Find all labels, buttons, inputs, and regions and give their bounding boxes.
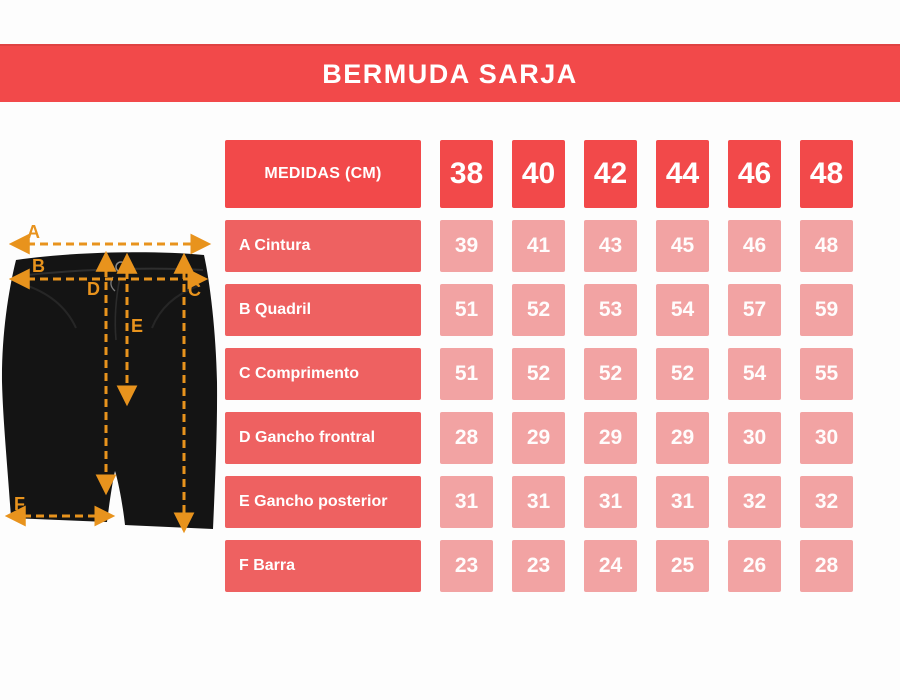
measure-label-d: D: [87, 279, 100, 299]
measurement-letters: A B C D E F: [14, 222, 201, 514]
cell-gancho-posterior-42: 31: [584, 476, 637, 528]
cell-gancho-posterior-46: 32: [728, 476, 781, 528]
cell-comprimento-48: 55: [800, 348, 853, 400]
row-label-gancho-frontal: D Gancho frontral: [225, 412, 421, 464]
row-label-barra: F Barra: [225, 540, 421, 592]
button-icon: [115, 261, 127, 273]
row-label-comprimento: C Comprimento: [225, 348, 421, 400]
cell-quadril-38: 51: [440, 284, 493, 336]
cell-quadril-44: 54: [656, 284, 709, 336]
measure-label-b: B: [32, 256, 45, 276]
table-header-medidas: MEDIDAS (CM): [225, 140, 421, 208]
cell-comprimento-46: 54: [728, 348, 781, 400]
cell-gancho-posterior-38: 31: [440, 476, 493, 528]
shorts-figure: A B C D E F: [1, 222, 218, 534]
cell-gancho-posterior-48: 32: [800, 476, 853, 528]
cell-gancho-frontal-46: 30: [728, 412, 781, 464]
cell-cintura-38: 39: [440, 220, 493, 272]
cell-comprimento-38: 51: [440, 348, 493, 400]
cell-gancho-posterior-40: 31: [512, 476, 565, 528]
cell-barra-38: 23: [440, 540, 493, 592]
measure-label-e: E: [131, 316, 143, 336]
cell-gancho-frontal-38: 28: [440, 412, 493, 464]
measure-label-a: A: [27, 222, 40, 242]
cell-comprimento-44: 52: [656, 348, 709, 400]
cell-cintura-44: 45: [656, 220, 709, 272]
cell-barra-42: 24: [584, 540, 637, 592]
cell-barra-44: 25: [656, 540, 709, 592]
cell-gancho-frontal-40: 29: [512, 412, 565, 464]
cell-barra-40: 23: [512, 540, 565, 592]
cell-comprimento-40: 52: [512, 348, 565, 400]
cell-gancho-frontal-42: 29: [584, 412, 637, 464]
cell-gancho-posterior-44: 31: [656, 476, 709, 528]
cell-quadril-48: 59: [800, 284, 853, 336]
cell-quadril-40: 52: [512, 284, 565, 336]
cell-barra-46: 26: [728, 540, 781, 592]
cell-quadril-46: 57: [728, 284, 781, 336]
title-bar: BERMUDA SARJA: [0, 44, 900, 102]
cell-cintura-42: 43: [584, 220, 637, 272]
cell-quadril-42: 53: [584, 284, 637, 336]
page-title: BERMUDA SARJA: [322, 58, 578, 89]
cell-comprimento-42: 52: [584, 348, 637, 400]
size-header-42: 42: [584, 140, 637, 208]
row-label-cintura: A Cintura: [225, 220, 421, 272]
size-table: MEDIDAS (CM) 38 40 42 44 46 48 A Cintura…: [225, 140, 853, 592]
cell-cintura-48: 48: [800, 220, 853, 272]
row-label-gancho-posterior: E Gancho posterior: [225, 476, 421, 528]
size-header-48: 48: [800, 140, 853, 208]
size-header-44: 44: [656, 140, 709, 208]
cell-gancho-frontal-44: 29: [656, 412, 709, 464]
size-header-40: 40: [512, 140, 565, 208]
measurement-annotations: [4, 233, 212, 534]
measure-label-c: C: [188, 280, 201, 300]
size-header-46: 46: [728, 140, 781, 208]
measure-label-f: F: [14, 494, 25, 514]
size-header-38: 38: [440, 140, 493, 208]
cell-gancho-frontal-48: 30: [800, 412, 853, 464]
cell-cintura-40: 41: [512, 220, 565, 272]
cell-cintura-46: 46: [728, 220, 781, 272]
cell-barra-48: 28: [800, 540, 853, 592]
row-label-quadril: B Quadril: [225, 284, 421, 336]
